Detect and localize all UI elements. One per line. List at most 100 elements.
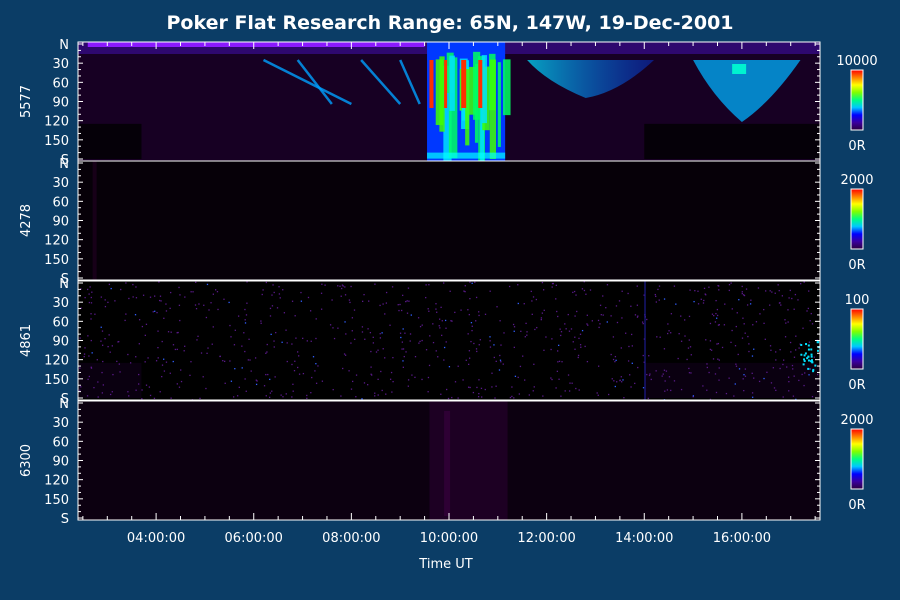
noise-pixel: [759, 313, 761, 315]
noise-pixel: [697, 303, 700, 305]
noise-pixel: [315, 337, 317, 340]
noise-pixel: [266, 351, 268, 353]
noise-pixel: [597, 394, 599, 396]
noise-pixel: [800, 353, 803, 356]
noise-pixel: [770, 349, 772, 351]
noise-pixel: [297, 366, 299, 369]
noise-pixel: [614, 385, 616, 388]
noise-pixel: [606, 321, 608, 323]
noise-pixel: [419, 340, 421, 343]
noise-pixel: [667, 332, 669, 335]
noise-pixel: [711, 313, 714, 315]
noise-pixel: [552, 282, 554, 285]
noise-pixel: [350, 342, 352, 344]
noise-pixel: [170, 397, 172, 399]
noise-pixel: [797, 299, 799, 301]
noise-pixel: [663, 298, 666, 300]
noise-pixel: [400, 336, 402, 339]
noise-pixel: [705, 339, 707, 341]
noise-pixel: [398, 309, 400, 312]
noise-pixel: [282, 396, 284, 398]
noise-pixel: [718, 324, 721, 326]
noise-pixel: [90, 302, 93, 304]
noise-pixel: [555, 284, 557, 286]
noise-pixel: [717, 324, 720, 326]
noise-pixel: [551, 282, 554, 285]
y-tick-label: 60: [52, 76, 69, 91]
noise-pixel: [234, 329, 236, 331]
noise-pixel: [568, 330, 571, 332]
noise-pixel: [391, 286, 394, 288]
aurora-peak: [429, 60, 434, 108]
noise-pixel: [564, 323, 566, 325]
y-tick-label: N: [59, 277, 69, 292]
noise-pixel: [495, 360, 497, 363]
noise-pixel: [596, 392, 598, 394]
noise-pixel: [471, 282, 473, 284]
noise-pixel: [775, 359, 777, 361]
noise-pixel: [715, 299, 717, 302]
noise-pixel: [111, 345, 113, 347]
noise-pixel: [542, 395, 544, 397]
noise-pixel: [176, 383, 178, 385]
noise-pixel: [268, 396, 271, 399]
noise-pixel: [272, 284, 274, 286]
noise-pixel: [402, 328, 404, 330]
noise-pixel: [339, 285, 341, 287]
noise-pixel: [438, 325, 440, 327]
noise-pixel: [551, 378, 553, 381]
noise-pixel: [793, 356, 796, 358]
noise-pixel: [467, 333, 469, 335]
noise-pixel: [765, 290, 767, 292]
colorbar: [850, 69, 864, 131]
noise-pixel: [779, 367, 781, 370]
noise-pixel: [233, 344, 236, 346]
colorbar-max-label: 100: [845, 293, 870, 308]
noise-pixel: [621, 317, 623, 319]
noise-pixel: [377, 349, 379, 351]
noise-pixel: [379, 333, 381, 335]
noise-pixel: [244, 350, 246, 353]
noise-pixel: [531, 313, 533, 316]
noise-pixel: [138, 319, 141, 321]
noise-pixel: [775, 351, 777, 353]
noise-pixel: [647, 397, 649, 400]
noise-pixel: [344, 294, 347, 296]
noise-pixel: [694, 290, 696, 292]
noise-pixel: [202, 376, 204, 378]
noise-pixel: [108, 283, 111, 286]
noise-pixel: [88, 375, 90, 378]
noise-pixel: [560, 395, 562, 397]
noise-pixel: [128, 395, 130, 397]
noise-pixel: [764, 338, 766, 340]
noise-pixel: [379, 304, 381, 307]
noise-pixel: [222, 360, 224, 362]
noise-pixel: [374, 283, 376, 285]
noise-pixel: [349, 301, 351, 304]
noise-pixel: [661, 375, 663, 377]
noise-pixel: [692, 395, 695, 397]
noise-pixel: [742, 378, 744, 380]
noise-pixel: [702, 385, 704, 387]
aurora-wisp: [360, 59, 402, 105]
noise-pixel: [688, 339, 690, 341]
noise-pixel: [499, 320, 501, 322]
noise-pixel: [543, 349, 545, 351]
noise-pixel: [478, 379, 480, 381]
noise-pixel: [203, 304, 205, 306]
noise-pixel: [718, 367, 720, 369]
noise-pixel: [306, 397, 308, 399]
noise-pixel: [627, 292, 629, 295]
noise-pixel: [410, 314, 412, 316]
noise-pixel: [224, 360, 226, 363]
noise-pixel: [217, 308, 219, 311]
noise-pixel: [475, 296, 478, 299]
noise-pixel: [367, 384, 369, 386]
x-tick-label: 06:00:00: [225, 531, 283, 546]
noise-pixel: [127, 391, 129, 393]
noise-pixel: [769, 290, 771, 292]
noise-pixel: [631, 362, 633, 364]
noise-pixel: [612, 336, 615, 338]
noise-pixel: [657, 288, 659, 291]
y-tick-label: 90: [52, 96, 69, 111]
